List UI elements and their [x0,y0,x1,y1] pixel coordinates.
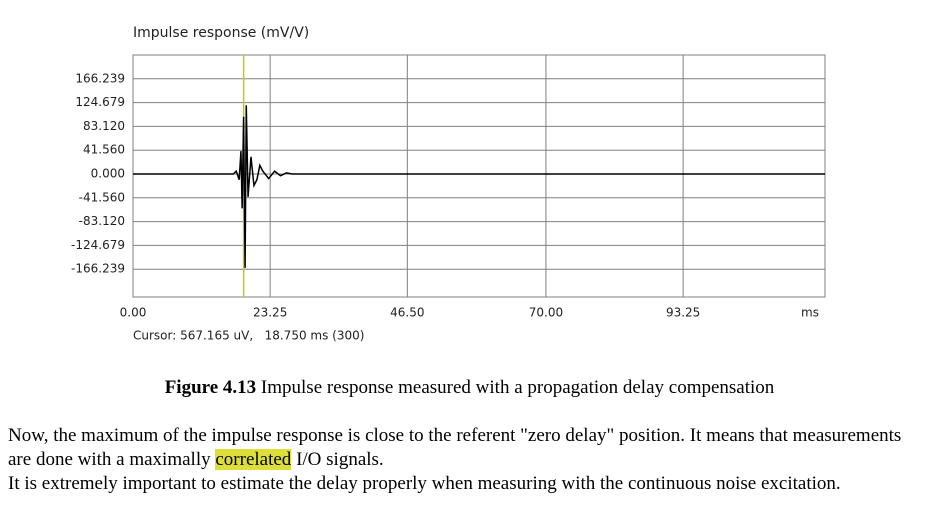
x-tick-label: 0.00 [120,306,147,320]
text: I/O signals. [291,449,384,470]
y-tick-label: 41.560 [83,143,125,157]
body: Now, the maximum of the impulse response… [8,424,923,496]
paragraph: It is extremely important to estimate th… [8,472,923,496]
paragraph: Now, the maximum of the impulse response… [8,424,923,472]
chart-title: Impulse response (mV/V) [133,25,309,41]
caption-label: Figure 4.13 [164,377,257,398]
y-tick-label: 0.000 [91,166,125,180]
y-tick-label: 124.679 [75,95,125,109]
highlight: correlated [215,449,292,470]
signal-line [133,105,825,268]
y-tick-label: -124.679 [71,238,125,252]
caption-text: Impulse response measured with a propaga… [260,377,775,398]
x-tick-label: 70.00 [529,306,563,320]
x-tick-label: 93.25 [666,306,700,320]
x-tick-label: 46.50 [390,306,424,320]
y-tick-label: 166.239 [75,71,125,85]
text: Now, the maximum of the impulse response… [8,425,902,470]
x-tick-label: 23.25 [253,306,287,320]
y-tick-label: -41.560 [79,190,125,204]
caption: Figure 4.13 Impulse response measured wi… [0,376,939,400]
text: It is extremely important to estimate th… [8,473,841,494]
y-tick-label: -166.239 [71,262,125,276]
chart: Impulse response (mV/V) ms Cursor: 567.1… [71,25,826,343]
y-tick-label: -83.120 [79,214,125,228]
document: Figure 4.13 Impulse response measured wi… [0,376,939,496]
cursor-readout: Cursor: 567.165 uV, 18.750 ms (300) [133,329,364,343]
y-tick-label: 83.120 [83,119,125,133]
x-unit: ms [801,306,819,320]
plot-area [132,54,826,298]
